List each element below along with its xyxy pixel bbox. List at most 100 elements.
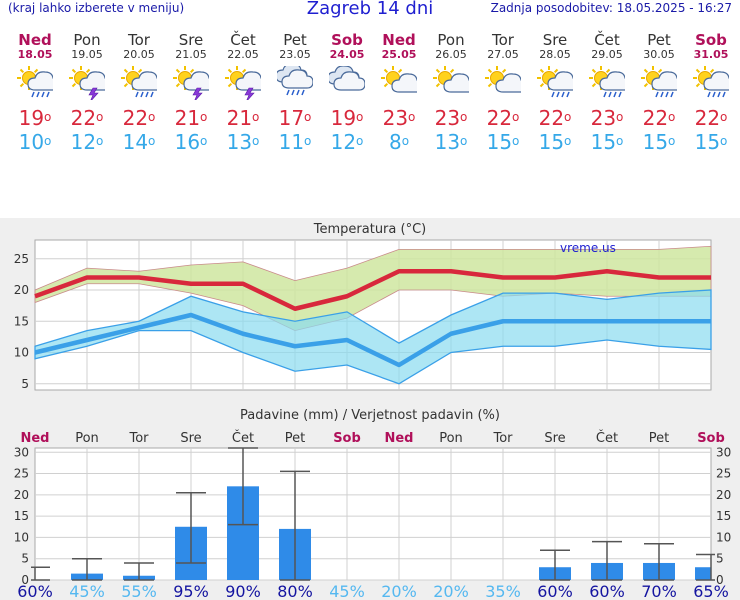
temp-max: 19o (9, 106, 61, 130)
precip-y-tick-right: 30 (716, 445, 731, 459)
degree-sign: o (720, 134, 728, 148)
spacer-panel (0, 170, 740, 218)
precip-day-label: Čet (232, 430, 254, 446)
temp-min-value: 13 (434, 130, 461, 154)
precip-bar (695, 567, 711, 580)
day-name: Sob (331, 31, 363, 49)
day-name: Tor (492, 31, 514, 49)
temp-min-value: 16 (174, 130, 201, 154)
day-column: Tor 27.05 22o 15o (477, 32, 529, 154)
precip-probability: 45% (69, 582, 105, 600)
precip-day-label: Tor (128, 431, 149, 446)
min-temp-band (34, 289, 712, 385)
day-name: Pon (437, 31, 465, 49)
precip-day-label: Pon (75, 431, 99, 446)
degree-sign: o (720, 110, 728, 124)
sun-cloud-rain-icon (693, 66, 736, 100)
day-date: 22.05 (227, 48, 259, 61)
precip-y-tick-right: 10 (716, 530, 731, 544)
precip-y-tick-left: 25 (14, 467, 29, 481)
temp-max-value: 22 (538, 106, 565, 130)
degree-sign: o (96, 110, 104, 124)
temp-max: 22o (529, 106, 581, 130)
sun-cloud-storm-icon (173, 66, 216, 103)
precip-day-label: Sob (697, 431, 725, 446)
temp-max: 22o (477, 106, 529, 130)
temp-min: 12o (321, 130, 373, 154)
day-name: Sob (695, 31, 727, 49)
page-title: Zagreb 14 dni (306, 0, 434, 19)
day-date: 18.05 (17, 48, 53, 61)
degree-sign: o (200, 134, 208, 148)
day-date: 25.05 (381, 48, 417, 61)
temp-min: 15o (529, 130, 581, 154)
day-name: Pet (283, 31, 307, 49)
precip-probability: 45% (329, 582, 365, 600)
cloud-rain-icon (275, 63, 314, 100)
day-column: Pet 30.05 22o 15o (633, 32, 685, 154)
precip-probability: 55% (121, 582, 157, 600)
day-column: Pon 26.05 23o 13o (425, 32, 477, 154)
temp-min-value: 10 (18, 130, 45, 154)
day-column: Pon 19.05 22o 12o (61, 32, 113, 154)
degree-sign: o (401, 134, 410, 148)
temp-max-value: 21 (174, 106, 201, 130)
day-column: Tor 20.05 22o 14o (113, 32, 165, 154)
precip-y-tick-right: 25 (716, 467, 731, 481)
day-date: 27.05 (487, 48, 519, 61)
day-name: Ned (18, 31, 52, 49)
day-name: Sre (178, 31, 204, 49)
sun-cloud-rain-icon (589, 66, 632, 100)
degree-sign: o (44, 110, 52, 124)
day-date: 28.05 (539, 48, 571, 61)
degree-sign: o (304, 110, 312, 124)
max-temp-line (34, 269, 711, 311)
temp-y-tick: 25 (14, 252, 29, 266)
precip-y-tick-left: 10 (14, 530, 29, 544)
cloud-icon (327, 65, 366, 100)
degree-sign: o (564, 110, 572, 124)
temp-max-value: 22 (70, 106, 97, 130)
temp-max: 23o (581, 106, 633, 130)
temp-min-value: 12 (330, 130, 357, 154)
day-name: Sre (542, 31, 568, 49)
temp-min: 13o (217, 130, 269, 154)
temp-max-value: 19 (18, 106, 45, 130)
sun-cloud-rain-icon (641, 66, 684, 100)
degree-sign: o (512, 110, 520, 124)
temp-min: 16o (165, 130, 217, 154)
sun-cloud-icon (433, 66, 476, 100)
temp-plot (34, 245, 712, 385)
temp-min: 15o (477, 130, 529, 154)
temp-min: 14o (113, 130, 165, 154)
degree-sign: o (44, 134, 52, 148)
degree-sign: o (564, 134, 572, 148)
day-date: 26.05 (435, 48, 467, 61)
temp-y-tick: 15 (14, 314, 29, 328)
temp-min-value: 15 (590, 130, 617, 154)
degree-sign: o (616, 110, 624, 124)
temp-min: 10o (9, 130, 61, 154)
precip-probability: 90% (225, 582, 261, 600)
precip-day-label: Sre (544, 431, 565, 446)
temp-y-tick: 10 (14, 346, 29, 360)
day-date: 31.05 (693, 48, 729, 61)
precip-y-tick-left: 0 (21, 573, 29, 587)
degree-sign: o (304, 134, 312, 148)
degree-sign: o (460, 110, 468, 124)
day-name: Ned (382, 31, 416, 49)
day-date: 20.05 (123, 48, 155, 61)
sun-cloud-rain-icon (537, 66, 580, 100)
degree-sign: o (512, 134, 520, 148)
temp-max-value: 17 (278, 106, 305, 130)
day-column: Sre 21.05 21o 16o (165, 32, 217, 154)
precip-y-tick-right: 5 (716, 552, 724, 566)
temp-max-value: 23 (434, 106, 461, 130)
temp-min-value: 15 (642, 130, 669, 154)
day-date: 23.05 (279, 48, 311, 61)
day-name: Čet (594, 31, 620, 49)
location-hint[interactable]: (kraj lahko izberete v meniju) (8, 1, 185, 15)
temp-max: 21o (217, 106, 269, 130)
temp-min-value: 12 (70, 130, 97, 154)
precip-day-labels: Ned Pon Tor Sre Čet Pet Sob Ned Pon Tor Sre Čet Pet S… (20, 430, 724, 446)
